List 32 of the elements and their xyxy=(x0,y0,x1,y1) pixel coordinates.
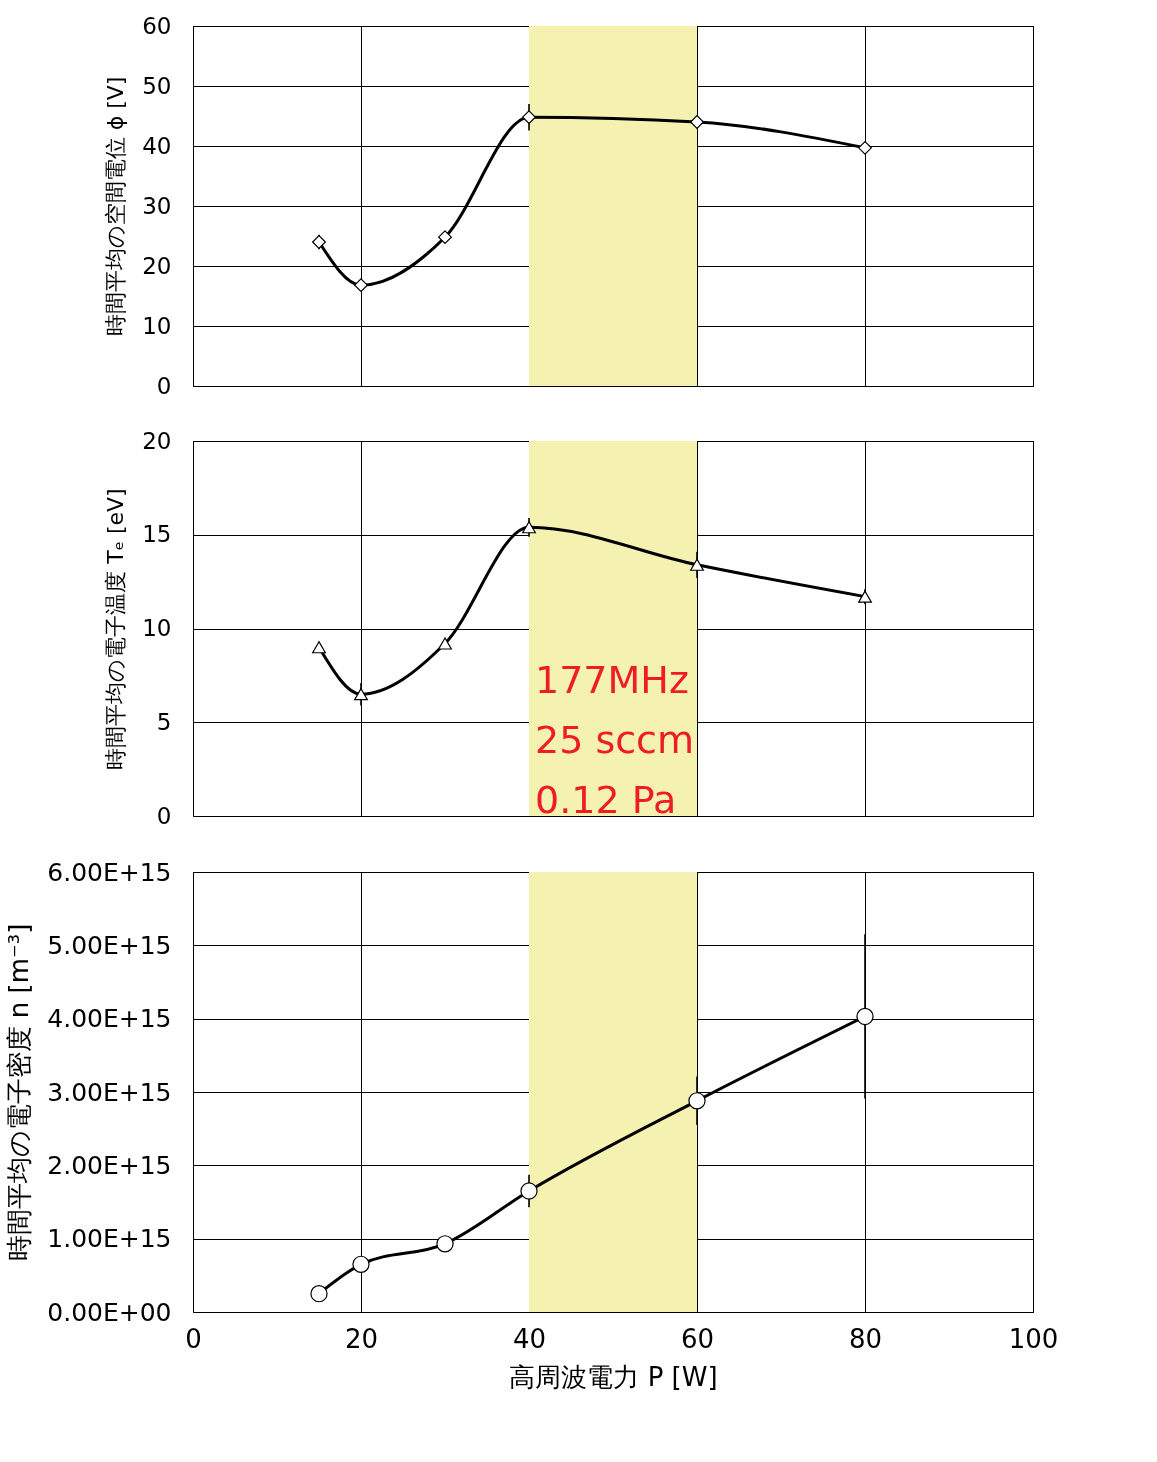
x-tick-label: 100 xyxy=(1008,1323,1059,1354)
y-tick-label: 20 xyxy=(142,252,172,279)
y-tick-label: 3.00E+15 xyxy=(47,1077,172,1107)
y-tick-label: 40 xyxy=(142,132,172,159)
y-tick-label: 0 xyxy=(156,372,172,399)
x-axis-title: 高周波電力 P [W] xyxy=(509,1361,718,1392)
x-tick-label: 20 xyxy=(344,1323,379,1354)
y-tick-label: 4.00E+15 xyxy=(47,1004,172,1034)
annotation: 25 sccm xyxy=(535,718,695,762)
y-tick-label: 0.00E+00 xyxy=(47,1297,172,1327)
y-tick-label: 60 xyxy=(142,12,172,39)
y-axis-title: 時間平均の電子温度 Tₑ [eV] xyxy=(103,488,129,770)
y-tick-label: 1.00E+15 xyxy=(47,1224,172,1254)
y-tick-label: 6.00E+15 xyxy=(47,857,172,887)
y-tick-label: 30 xyxy=(142,192,172,219)
x-tick-label: 0 xyxy=(185,1323,202,1354)
y-tick-label: 0 xyxy=(156,802,172,829)
x-tick-label: 40 xyxy=(512,1323,547,1354)
y-tick-label: 20 xyxy=(142,427,172,454)
y-tick-label: 10 xyxy=(142,312,172,339)
x-tick-label: 80 xyxy=(848,1323,883,1354)
y-tick-label: 5 xyxy=(156,708,172,735)
y-tick-label: 50 xyxy=(142,72,172,99)
y-tick-label: 15 xyxy=(142,521,172,548)
y-axis-title: 時間平均の電子密度 n [m⁻³] xyxy=(4,923,35,1262)
y-tick-label: 2.00E+15 xyxy=(47,1150,172,1180)
x-tick-label: 60 xyxy=(680,1323,715,1354)
annotation: 0.12 Pa xyxy=(535,778,677,822)
annotation: 177MHz xyxy=(535,658,689,702)
y-tick-label: 10 xyxy=(142,615,172,641)
y-tick-label: 5.00E+15 xyxy=(47,930,172,960)
y-axis-title: 時間平均の空間電位 ϕ [V] xyxy=(103,76,129,337)
